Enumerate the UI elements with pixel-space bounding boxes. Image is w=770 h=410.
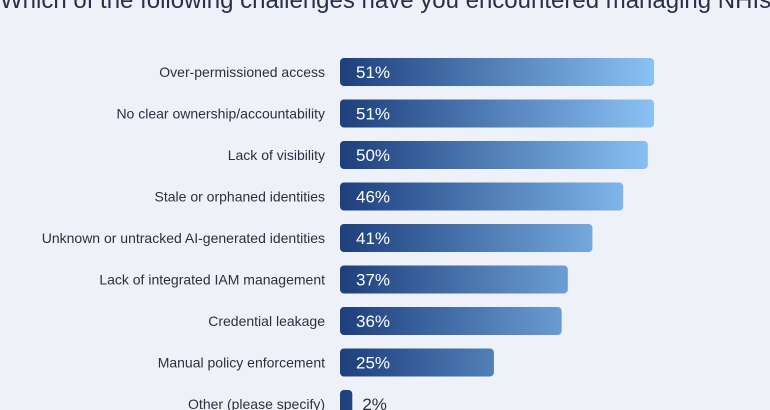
data-label: 51% bbox=[356, 105, 390, 124]
data-label: 25% bbox=[356, 354, 390, 373]
bar bbox=[340, 265, 568, 294]
category-label: Credential leakage bbox=[208, 313, 325, 329]
bar bbox=[340, 141, 648, 169]
bar bbox=[340, 58, 654, 86]
category-label: No clear ownership/accountability bbox=[116, 106, 325, 122]
bar bbox=[340, 390, 353, 410]
data-label: 51% bbox=[356, 63, 390, 82]
data-label: 50% bbox=[356, 146, 390, 165]
data-label: 2% bbox=[362, 395, 387, 410]
data-label: 37% bbox=[356, 271, 390, 290]
bar bbox=[340, 182, 624, 211]
data-label: 41% bbox=[356, 229, 390, 248]
category-label: Over-permissioned access bbox=[159, 64, 325, 80]
category-label: Lack of visibility bbox=[228, 147, 325, 163]
category-label: Manual policy enforcement bbox=[158, 355, 325, 371]
data-label: 36% bbox=[356, 312, 390, 331]
bar bbox=[340, 99, 654, 128]
category-label: Other (please specify) bbox=[188, 396, 325, 410]
category-label: Unknown or untracked AI-generated identi… bbox=[42, 230, 325, 246]
bar bbox=[340, 348, 494, 377]
chart-title: Which of the following challenges have y… bbox=[0, 0, 770, 14]
bar bbox=[340, 224, 593, 252]
bar bbox=[340, 307, 562, 335]
category-label: Stale or orphaned identities bbox=[155, 189, 325, 205]
data-label: 46% bbox=[356, 188, 390, 207]
category-label: Lack of integrated IAM management bbox=[99, 272, 325, 288]
